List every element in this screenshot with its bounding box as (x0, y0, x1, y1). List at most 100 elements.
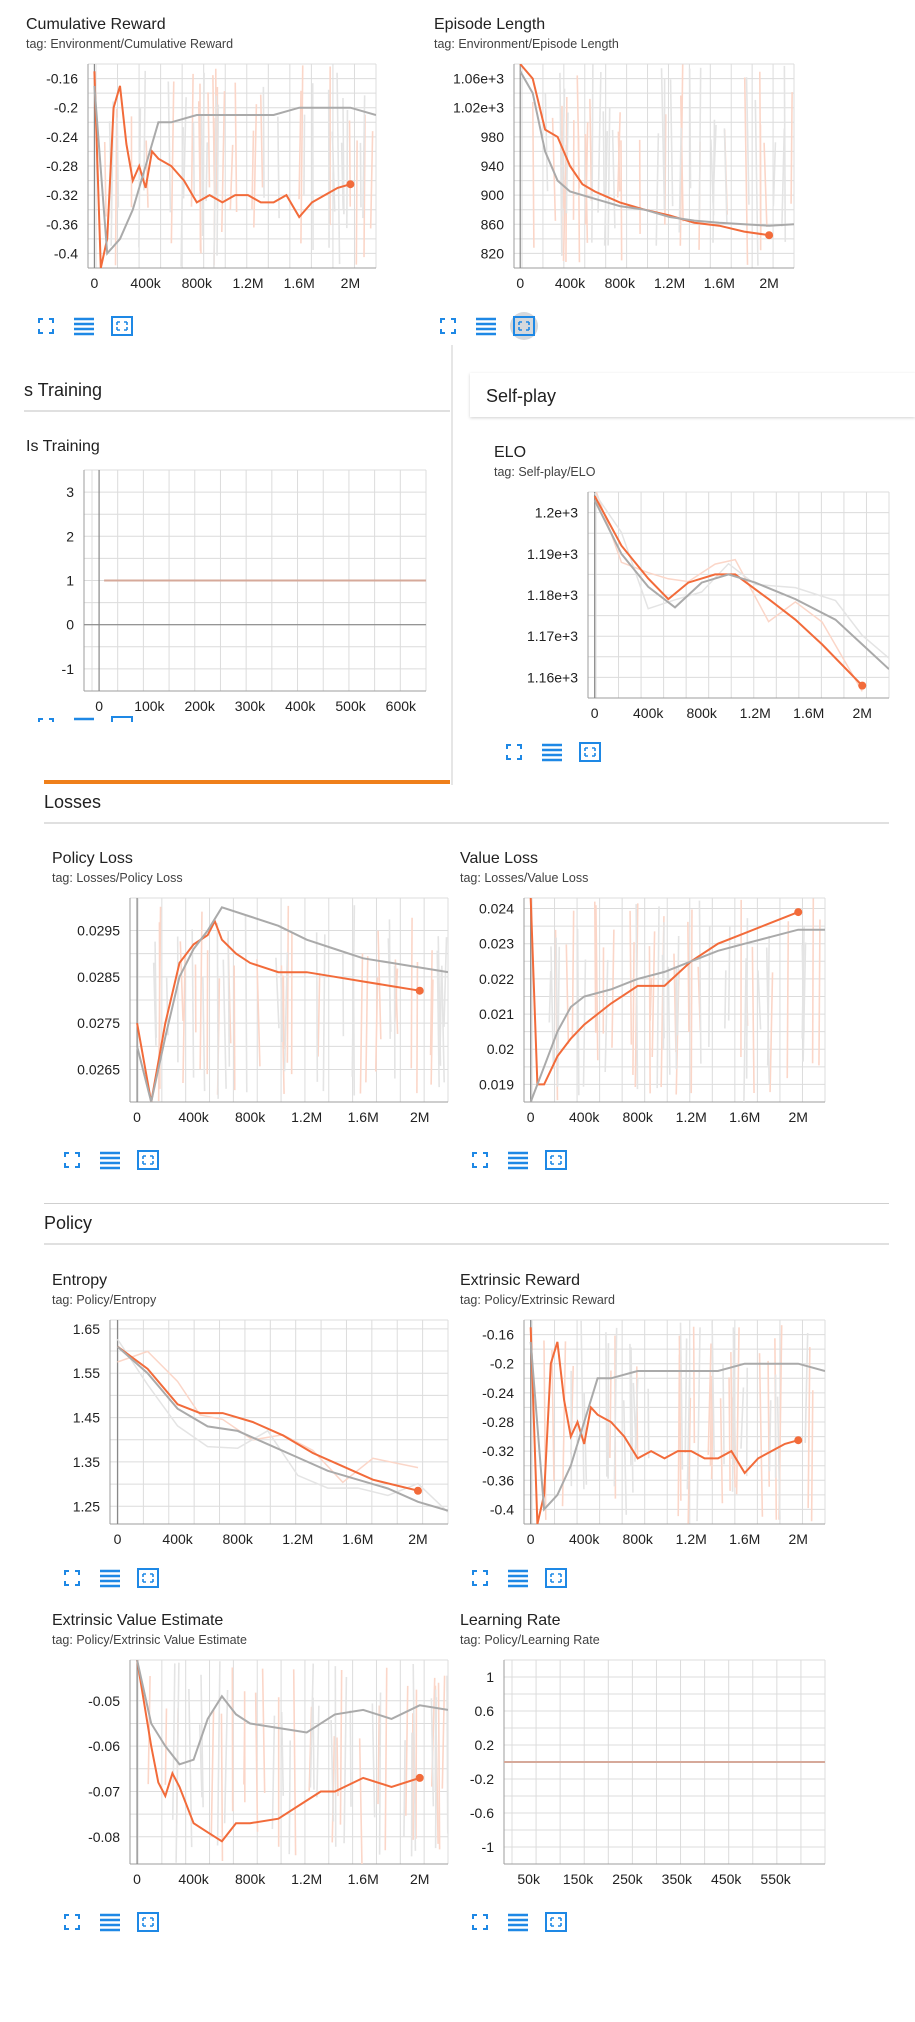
x-tick-label: 800k (623, 1109, 654, 1125)
raw-series-trace (616, 112, 621, 198)
x-tick-label: 1.2M (291, 1109, 322, 1125)
chart-plot[interactable]: 0 400k 800k 1.2M 1.6M 2M -0.08 -0.07 -0.06 -0.05 (52, 1612, 452, 1916)
chart-plot[interactable]: 50k 150k 250k 350k 450k 550k -1 -0.6 -0.2 0.2 0.6 1 (430, 1612, 860, 1916)
data-table-button[interactable] (70, 712, 98, 722)
raw-series-trace (316, 1705, 320, 1798)
series-line (593, 499, 889, 670)
fit-domain-button[interactable] (134, 1564, 162, 1592)
raw-series-trace (322, 934, 326, 1092)
raw-series-trace (707, 1343, 712, 1455)
raw-series-trace (229, 144, 234, 210)
y-tick-label: 1.35 (73, 1454, 100, 1470)
data-table-button[interactable] (504, 1908, 532, 1936)
data-table-button[interactable] (504, 1146, 532, 1174)
fullscreen-button[interactable] (466, 1564, 494, 1592)
data-table-button[interactable] (504, 1564, 532, 1592)
raw-series-trace (660, 68, 666, 209)
chart-tag: tag: Losses/Policy Loss (52, 871, 183, 885)
fullscreen-button[interactable] (466, 1908, 494, 1936)
section-losses[interactable]: Losses (44, 792, 102, 812)
series-line (593, 495, 863, 687)
fit-domain-button[interactable] (108, 312, 136, 340)
fit-domain-button[interactable] (134, 1908, 162, 1936)
chart-plot[interactable]: 0 100k 200k 300k 400k 500k 600k -1 0 1 2 3 (26, 438, 427, 728)
raw-series-trace (340, 142, 344, 210)
fit-domain-button[interactable] (510, 312, 538, 340)
fullscreen-icon (64, 1914, 80, 1930)
fullscreen-icon (506, 744, 522, 760)
fit-domain-icon (111, 716, 133, 722)
y-tick-label: 0.2 (475, 1737, 495, 1753)
y-tick-label: 1.06e+3 (453, 71, 504, 87)
raw-series-trace (556, 946, 561, 1087)
x-tick-label: 2M (341, 275, 360, 291)
chart-plot[interactable]: 0 400k 800k 1.2M 1.6M 2M 1.16e+3 1.17e+3 1.18e+3… (494, 444, 894, 748)
chart-plot[interactable]: 0 400k 800k 1.2M 1.6M 2M 820 860 900 940 980 1.02e+… (394, 16, 834, 320)
fullscreen-button[interactable] (466, 1146, 494, 1174)
chart-toolbar (466, 1908, 570, 1936)
section-self-play[interactable]: Self-play (486, 386, 557, 406)
raw-series-trace (735, 1327, 740, 1495)
series-endpoint (858, 681, 867, 690)
chart-card-entropy: Entropy tag: Policy/Entropy 0 400k 800k 1.2… (52, 1272, 452, 1592)
fit-domain-button[interactable] (542, 1908, 570, 1936)
series-endpoint (415, 1773, 424, 1782)
raw-series-trace (331, 131, 336, 212)
raw-series-trace (669, 79, 674, 207)
section-is-training[interactable]: s Training (24, 380, 103, 400)
raw-series-trace (609, 1370, 612, 1458)
chart-title: Extrinsic Reward (460, 1272, 581, 1289)
section-policy[interactable]: Policy (44, 1213, 93, 1233)
raw-series-trace (667, 966, 671, 1075)
x-tick-label: 1.6M (729, 1531, 760, 1547)
fullscreen-button[interactable] (58, 1564, 86, 1592)
x-tick-label: 200k (184, 698, 215, 714)
fullscreen-button[interactable] (500, 738, 528, 766)
data-table-button[interactable] (96, 1146, 124, 1174)
fit-domain-button[interactable] (542, 1564, 570, 1592)
raw-series-trace (731, 1331, 735, 1492)
data-table-button[interactable] (70, 312, 98, 340)
fullscreen-button[interactable] (58, 1908, 86, 1936)
fit-domain-icon (545, 1912, 567, 1932)
raw-series-trace (772, 142, 777, 207)
raw-series-trace (243, 1719, 246, 1785)
section-active-bar (44, 780, 450, 784)
fit-domain-button[interactable] (108, 712, 136, 722)
chart-plot[interactable]: 0 400k 800k 1.2M 1.6M 2M 1.25 1.35 1.45 1.55 1.65 (52, 1272, 452, 1576)
data-table-button[interactable] (472, 312, 500, 340)
fullscreen-button[interactable] (58, 1146, 86, 1174)
raw-series-trace (597, 72, 602, 213)
raw-series-trace (116, 117, 120, 208)
chart-plot[interactable]: 0 400k 800k 1.2M 1.6M 2M -0.4 -0.36 -0.32 -0.28 -0… (430, 1272, 860, 1576)
fullscreen-button[interactable] (32, 712, 60, 722)
chart-plot[interactable]: 0 400k 800k 1.2M 1.6M 2M 0.019 0.02 0.021 0.022 0.… (430, 850, 860, 1154)
raw-series-trace (804, 1332, 809, 1443)
fit-domain-button[interactable] (134, 1146, 162, 1174)
fit-domain-button[interactable] (576, 738, 604, 766)
raw-series-trace (786, 921, 790, 1079)
raw-series-trace (561, 1341, 567, 1507)
raw-series-trace (216, 923, 219, 1099)
data-table-button[interactable] (538, 738, 566, 766)
raw-series-trace (384, 1667, 388, 1851)
series-line (116, 1345, 419, 1492)
chart-plot[interactable]: 0 400k 800k 1.2M 1.6M 2M -0.4 -0.36 -0.32 -0.28 -0… (26, 16, 426, 320)
x-tick-label: 400k (285, 698, 316, 714)
raw-series-trace (317, 973, 321, 1057)
data-table-button[interactable] (96, 1564, 124, 1592)
raw-series-trace (261, 1668, 266, 1793)
raw-series-trace (377, 1705, 381, 1805)
fit-domain-icon (513, 316, 535, 336)
raw-series-trace (571, 910, 575, 1037)
x-tick-label: 0 (95, 698, 103, 714)
series-line (136, 906, 448, 1102)
fullscreen-button[interactable] (434, 312, 462, 340)
y-tick-label: -0.32 (482, 1443, 514, 1459)
fit-domain-button[interactable] (542, 1146, 570, 1174)
raw-series-trace (661, 954, 665, 1039)
chart-plot[interactable]: 0 400k 800k 1.2M 1.6M 2M 0.0265 0.0275 0.0285 0.0… (52, 850, 452, 1154)
fullscreen-button[interactable] (32, 312, 60, 340)
raw-series-trace (446, 1675, 448, 1834)
data-table-button[interactable] (96, 1908, 124, 1936)
